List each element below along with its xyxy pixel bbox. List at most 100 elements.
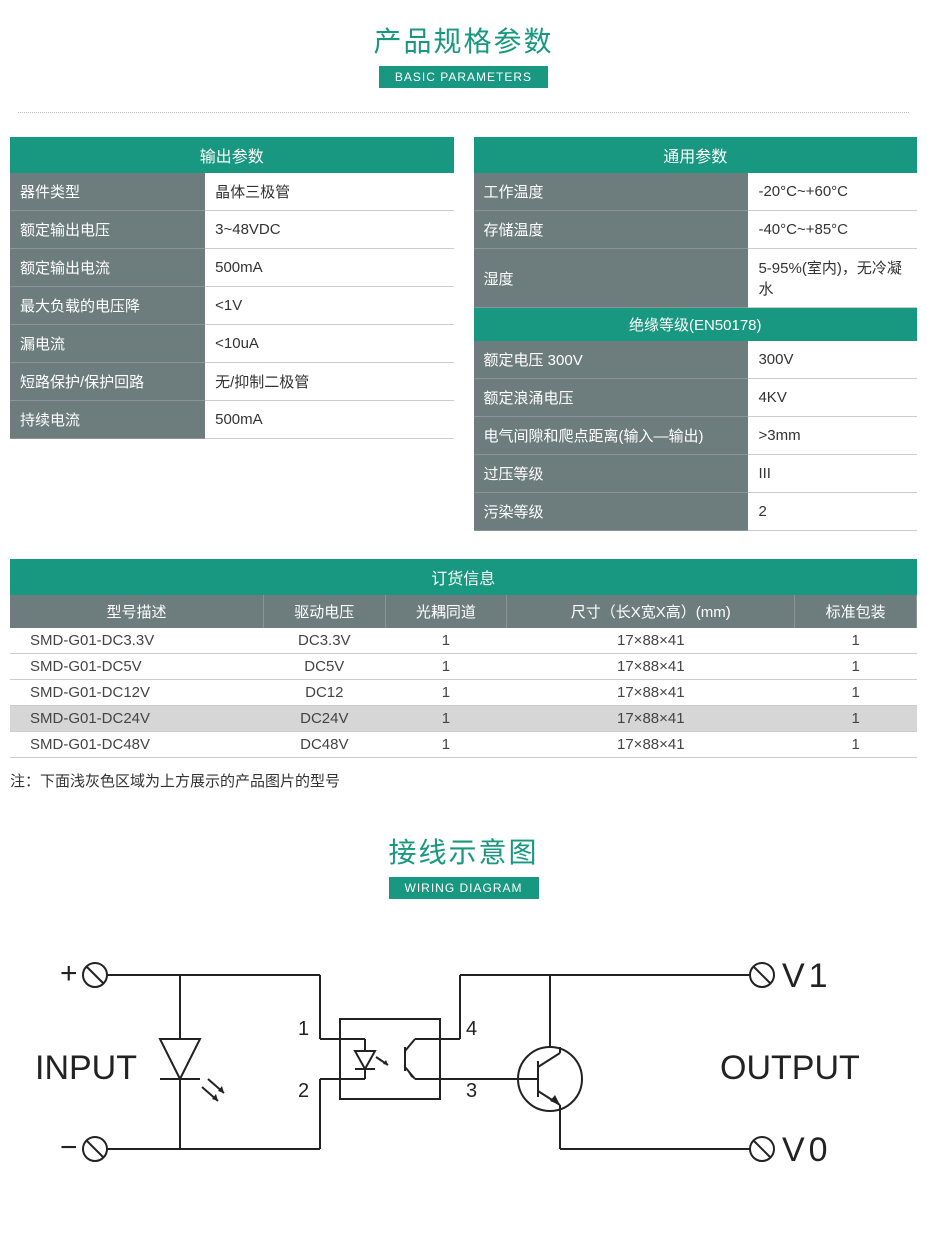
column-header: 驱动电压 [264,595,386,628]
table-row: SMD-G01-DC24VDC24V117×88×411 [10,706,917,732]
section-wiring-header: 接线示意图 WIRING DIAGRAM [0,811,927,909]
param-label: 器件类型 [10,173,205,211]
pin4-label: 4 [466,1018,477,1040]
section-basic-params-header: 产品规格参数 BASIC PARAMETERS [0,0,927,98]
param-value: <10uA [205,325,453,363]
param-value: 晶体三极管 [205,173,453,211]
note-text: 注：下面浅灰色区域为上方展示的产品图片的型号 [0,758,927,811]
param-label: 额定输出电压 [10,211,205,249]
table-row: 湿度5-95%(室内)，无冷凝水 [474,249,918,308]
general-params-col: 通用参数 工作温度-20°C~+60°C存储温度-40°C~+85°C湿度5-9… [474,137,918,531]
param-label: 存储温度 [474,211,749,249]
param-label: 持续电流 [10,401,205,439]
table-row: SMD-G01-DC48VDC48V117×88×411 [10,732,917,758]
cell: DC12 [264,680,386,706]
param-value: 3~48VDC [205,211,453,249]
output-params-header: 输出参数 [10,137,454,173]
section2-title-en: WIRING DIAGRAM [389,877,539,899]
led-symbol [160,1039,200,1079]
table-row: SMD-G01-DC5VDC5V117×88×411 [10,654,917,680]
param-label: 额定浪涌电压 [474,379,749,417]
plus-label: + [60,957,78,990]
table-row: 电气间隙和爬点距离(输入—输出)>3mm [474,417,918,455]
cell: 1 [385,628,507,654]
param-label: 最大负载的电压降 [10,287,205,325]
v1-label: V1 [782,957,832,995]
optocoupler-box [340,1019,440,1099]
cell: SMD-G01-DC3.3V [10,628,264,654]
param-label: 额定电压 300V [474,341,749,379]
cell: 17×88×41 [507,732,795,758]
param-tables-row: 输出参数 器件类型晶体三极管额定输出电压3~48VDC额定输出电流500mA最大… [0,137,927,531]
input-label: INPUT [35,1049,137,1087]
order-info-header: 订货信息 [10,559,917,595]
column-header: 尺寸（长X宽X高）(mm) [507,595,795,628]
minus-label: − [60,1131,78,1164]
column-header: 标准包装 [795,595,917,628]
param-value: 300V [748,341,917,379]
param-label: 过压等级 [474,455,749,493]
cell: 1 [385,680,507,706]
cell: SMD-G01-DC48V [10,732,264,758]
section2-title-cn: 接线示意图 [0,831,927,871]
param-label: 污染等级 [474,493,749,531]
param-label: 额定输出电流 [10,249,205,287]
insulation-subheader: 绝缘等级(EN50178) [474,308,918,342]
cell: 1 [795,706,917,732]
wiring-diagram: + − INPUT [0,909,927,1252]
param-value: -20°C~+60°C [748,173,917,211]
param-value: 2 [748,493,917,531]
cell: 1 [385,732,507,758]
param-value: 500mA [205,401,453,439]
param-label: 短路保护/保护回路 [10,363,205,401]
table-row: 额定输出电流500mA [10,249,454,287]
circuit: + − INPUT [35,957,860,1169]
column-header: 型号描述 [10,595,264,628]
v0-label: V0 [782,1131,832,1169]
cell: DC5V [264,654,386,680]
param-value: 4KV [748,379,917,417]
output-label: OUTPUT [720,1049,860,1087]
cell: DC48V [264,732,386,758]
param-label: 电气间隙和爬点距离(输入—输出) [474,417,749,455]
table-row: 工作温度-20°C~+60°C [474,173,918,211]
param-value: <1V [205,287,453,325]
table-row: 额定浪涌电压4KV [474,379,918,417]
cell: 1 [795,732,917,758]
param-value: III [748,455,917,493]
param-label: 漏电流 [10,325,205,363]
param-value: -40°C~+85°C [748,211,917,249]
cell: 17×88×41 [507,680,795,706]
cell: 1 [795,628,917,654]
cell: 17×88×41 [507,654,795,680]
output-params-table: 输出参数 器件类型晶体三极管额定输出电压3~48VDC额定输出电流500mA最大… [10,137,454,439]
cell: 1 [795,680,917,706]
output-params-col: 输出参数 器件类型晶体三极管额定输出电压3~48VDC额定输出电流500mA最大… [10,137,454,531]
table-row: SMD-G01-DC3.3VDC3.3V117×88×411 [10,628,917,654]
order-info-table: 订货信息 型号描述驱动电压光耦同道尺寸（长X宽X高）(mm)标准包装 SMD-G… [10,559,917,758]
table-row: 短路保护/保护回路无/抑制二极管 [10,363,454,401]
general-params-header: 通用参数 [474,137,918,173]
param-value: 无/抑制二极管 [205,363,453,401]
param-value: 5-95%(室内)，无冷凝水 [748,249,917,308]
table-row: 额定电压 300V300V [474,341,918,379]
divider [18,112,909,113]
wiring-svg: + − INPUT [20,939,907,1219]
column-header: 光耦同道 [385,595,507,628]
param-label: 工作温度 [474,173,749,211]
section1-title-en: BASIC PARAMETERS [379,66,548,88]
cell: 17×88×41 [507,628,795,654]
param-value: 500mA [205,249,453,287]
table-row: 器件类型晶体三极管 [10,173,454,211]
cell: 1 [795,654,917,680]
table-row: 最大负载的电压降<1V [10,287,454,325]
general-params-table: 通用参数 工作温度-20°C~+60°C存储温度-40°C~+85°C湿度5-9… [474,137,918,531]
pin3-label: 3 [466,1080,477,1102]
table-row: 持续电流500mA [10,401,454,439]
cell: 1 [385,706,507,732]
pin1-label: 1 [298,1018,309,1040]
cell: SMD-G01-DC5V [10,654,264,680]
cell: 17×88×41 [507,706,795,732]
table-row: SMD-G01-DC12VDC12117×88×411 [10,680,917,706]
table-row: 漏电流<10uA [10,325,454,363]
